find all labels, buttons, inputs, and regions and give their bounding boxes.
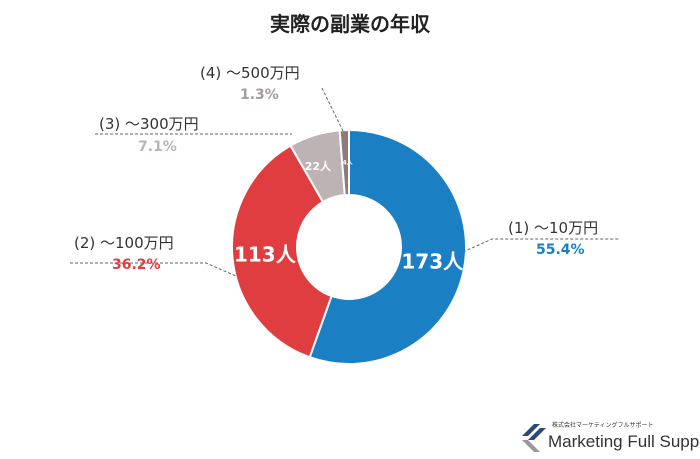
value-label-4: 4人 — [343, 159, 354, 167]
donut-slice-1 — [308, 128, 467, 365]
logo-stripe — [528, 428, 546, 440]
percent-label-1: 55.4% — [536, 242, 585, 258]
logo-name: Marketing Full Support — [548, 432, 700, 451]
value-label-1: 173人 — [401, 249, 464, 273]
leader-line-4 — [321, 87, 344, 132]
logo-subtitle: 株式会社マーケティングフルサポート — [552, 422, 654, 429]
chart-title: 実際の副業の年収 — [270, 12, 430, 36]
percent-label-4: 1.3% — [240, 87, 279, 103]
category-label-1: (1) ～10万円 — [508, 219, 599, 237]
leader-line-2 — [70, 262, 237, 277]
logo-stripe — [522, 424, 540, 436]
logo-stripe — [522, 440, 540, 452]
value-label-3: 22人 — [305, 159, 332, 173]
percent-label-2: 36.2% — [112, 257, 161, 273]
category-label-3: (3) ～300万円 — [99, 115, 199, 133]
leader-line-1 — [462, 238, 620, 253]
percent-label-3: 7.1% — [138, 139, 177, 155]
category-label-2: (2) ～100万円 — [74, 234, 174, 252]
donut-slice-2 — [231, 144, 333, 359]
value-label-2: 113人 — [234, 243, 297, 267]
category-label-4: (4) ～500万円 — [200, 64, 300, 82]
